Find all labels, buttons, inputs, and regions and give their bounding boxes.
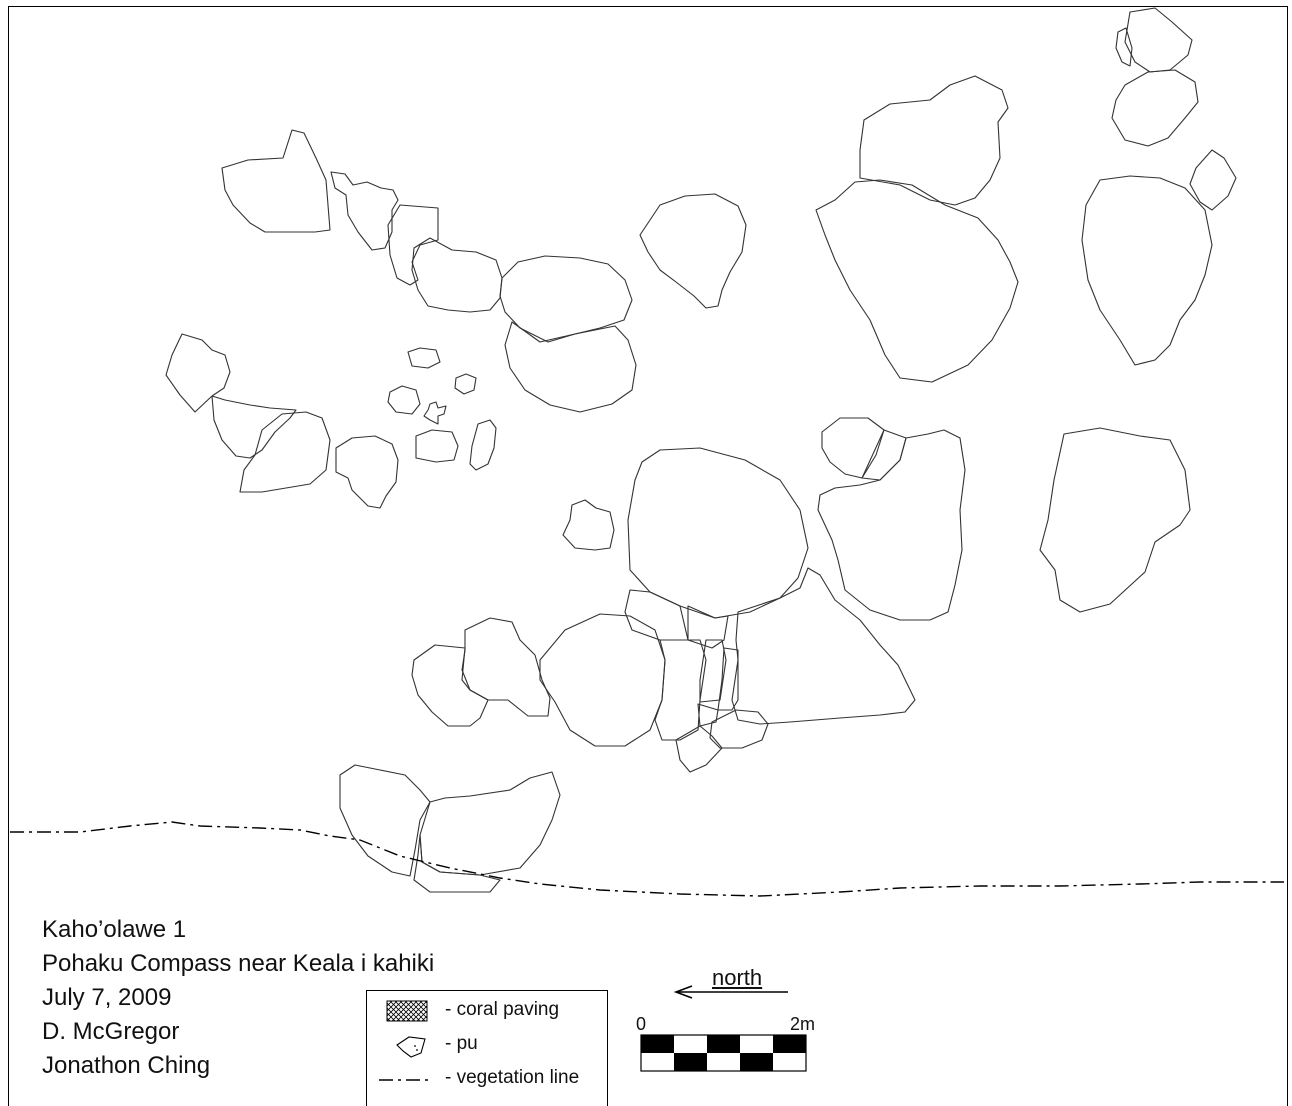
legend-label-pu: - pu xyxy=(445,1033,478,1054)
stone xyxy=(654,639,707,741)
caption-site: Kaho’olawe 1 xyxy=(42,916,187,943)
stone xyxy=(165,333,231,413)
scale-bar xyxy=(640,1034,807,1072)
caption-author-2: Jonathon Ching xyxy=(42,1052,211,1079)
stone xyxy=(239,411,331,493)
stone xyxy=(627,447,809,619)
stone xyxy=(387,204,439,286)
stone xyxy=(1115,27,1133,67)
stone xyxy=(469,419,497,471)
stone xyxy=(1189,149,1237,211)
vegetation-line xyxy=(10,821,1284,897)
stone xyxy=(411,644,489,727)
stone xyxy=(859,75,1009,206)
stone xyxy=(330,171,399,251)
stone xyxy=(639,193,747,309)
stone xyxy=(709,709,769,749)
stone xyxy=(815,179,1019,383)
stone xyxy=(221,129,331,233)
stone xyxy=(717,647,739,711)
caption-title: Pohaku Compass near Keala i kahiki xyxy=(42,950,435,977)
stone xyxy=(821,417,885,479)
legend-label-coral-paving: - coral paving xyxy=(445,999,560,1020)
stone xyxy=(624,589,689,641)
stone xyxy=(699,639,727,703)
stone xyxy=(562,499,615,551)
caption-date: July 7, 2009 xyxy=(42,984,172,1011)
north-label: north xyxy=(712,965,763,990)
stone xyxy=(413,834,501,893)
stone xyxy=(407,347,441,369)
pu-stone-icon xyxy=(396,1036,426,1058)
north-arrow-icon xyxy=(673,985,788,999)
stone xyxy=(461,617,551,717)
stone xyxy=(335,435,399,509)
stone xyxy=(1124,7,1193,73)
legend-label-vegetation-line: - vegetation line xyxy=(445,1067,580,1088)
stone xyxy=(1111,69,1199,147)
scale-start-label: 0 xyxy=(636,1014,647,1034)
stone xyxy=(387,385,421,415)
stone xyxy=(415,429,459,463)
stone xyxy=(423,401,447,425)
stone xyxy=(504,321,637,413)
stone xyxy=(675,725,723,773)
stone xyxy=(419,771,561,876)
scale-end-label: 2m xyxy=(790,1014,816,1034)
stone xyxy=(499,255,633,343)
dash-dot-line-icon xyxy=(379,1079,431,1081)
stone xyxy=(211,395,297,459)
stone xyxy=(861,429,907,481)
stone xyxy=(1081,175,1213,366)
legend: - coral paving - pu - vegetation line xyxy=(366,990,608,1106)
stone xyxy=(731,567,916,725)
stone xyxy=(454,373,477,395)
stone xyxy=(1039,427,1191,613)
stone xyxy=(697,703,719,727)
stone xyxy=(539,613,666,747)
stone xyxy=(411,237,503,313)
map-caption: Kaho’olawe 1 Pohaku Compass near Keala i… xyxy=(42,913,434,1083)
stone xyxy=(817,429,966,621)
map-frame xyxy=(8,6,1288,1106)
crosshatch-swatch-icon xyxy=(386,1000,428,1022)
stone xyxy=(339,764,431,877)
caption-author-1: D. McGregor xyxy=(42,1018,180,1045)
